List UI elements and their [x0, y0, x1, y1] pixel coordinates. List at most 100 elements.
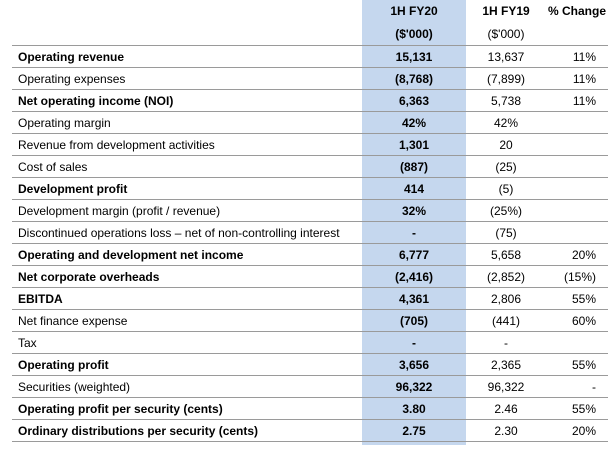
row-change-value: 20% — [546, 243, 608, 266]
row-current-value: 32% — [362, 199, 466, 222]
financial-summary-table-wrap: 1H FY20 1H FY19 % Change ($'000) ($'000)… — [12, 0, 608, 445]
row-change-value — [546, 221, 608, 244]
table-row: Net operating income (NOI) 6,363 5,738 11% — [12, 89, 608, 112]
header-row: 1H FY20 1H FY19 % Change — [12, 0, 608, 22]
row-prior-value: (441) — [466, 309, 546, 332]
table-row: Development margin (profit / revenue) 32%… — [12, 199, 608, 222]
row-current-value: - — [362, 331, 466, 354]
header-label-cell — [12, 0, 362, 22]
header-change: % Change — [547, 4, 606, 18]
row-current-value: 6,777 — [362, 243, 466, 266]
row-label: Securities (weighted) — [12, 375, 362, 398]
row-prior-value: (7,899) — [466, 67, 546, 90]
row-label: Operating margin — [12, 111, 362, 134]
table-row: Ordinary distributions per security (cen… — [12, 419, 608, 442]
financial-summary-table: 1H FY20 1H FY19 % Change ($'000) ($'000)… — [12, 0, 608, 442]
row-change-value: 55% — [546, 397, 608, 420]
row-label: Net operating income (NOI) — [12, 89, 362, 112]
row-label: Net corporate overheads — [12, 265, 362, 288]
table-row: Tax - - — [12, 331, 608, 354]
row-current-value: 6,363 — [362, 89, 466, 112]
row-label: Operating profit — [12, 353, 362, 376]
row-prior-value: 2,806 — [466, 287, 546, 310]
row-label: Ordinary distributions per security (cen… — [12, 419, 362, 442]
row-change-value: 11% — [546, 67, 608, 90]
row-prior-value: 96,322 — [466, 375, 546, 398]
row-prior-value: (75) — [466, 221, 546, 244]
table-row: Cost of sales (887) (25) — [12, 155, 608, 178]
row-current-value: 3,656 — [362, 353, 466, 376]
table-row: Revenue from development activities 1,301… — [12, 133, 608, 156]
row-current-value: (705) — [362, 309, 466, 332]
row-current-value: (2,416) — [362, 265, 466, 288]
row-label: Operating and development net income — [12, 243, 362, 266]
row-change-value — [546, 133, 608, 156]
row-change-value: - — [546, 375, 608, 398]
row-current-value: 414 — [362, 177, 466, 200]
row-prior-value: - — [466, 331, 546, 354]
row-change-value — [546, 331, 608, 354]
row-current-value: 1,301 — [362, 133, 466, 156]
row-change-value — [546, 199, 608, 222]
row-label: Development margin (profit / revenue) — [12, 199, 362, 222]
row-change-value: 55% — [546, 287, 608, 310]
row-change-value: 11% — [546, 89, 608, 112]
header-current-period: 1H FY20 — [390, 4, 438, 18]
row-prior-value: 20 — [466, 133, 546, 156]
row-label: Revenue from development activities — [12, 133, 362, 156]
header-unit-row: ($'000) ($'000) — [12, 22, 608, 46]
row-label: Operating profit per security (cents) — [12, 397, 362, 420]
row-current-value: 96,322 — [362, 375, 466, 398]
row-change-value — [546, 177, 608, 200]
header-change-unit-cell — [546, 22, 608, 46]
row-label: Discontinued operations loss – net of no… — [12, 221, 362, 244]
row-prior-value: 42% — [466, 111, 546, 134]
row-prior-value: 2,365 — [466, 353, 546, 376]
row-change-value: 55% — [546, 353, 608, 376]
row-prior-value: (2,852) — [466, 265, 546, 288]
table-row: Operating revenue 15,131 13,637 11% — [12, 45, 608, 68]
row-prior-value: 5,658 — [466, 243, 546, 266]
table-body: Operating revenue 15,131 13,637 11% Operatin… — [12, 45, 608, 442]
row-prior-value: (25) — [466, 155, 546, 178]
row-current-value: 42% — [362, 111, 466, 134]
table-row: Development profit 414 (5) — [12, 177, 608, 200]
row-change-value: 11% — [546, 45, 608, 68]
row-change-value — [546, 111, 608, 134]
row-change-value: 60% — [546, 309, 608, 332]
row-prior-value: 2.30 — [466, 419, 546, 442]
row-label: Development profit — [12, 177, 362, 200]
row-current-value: 2.75 — [362, 419, 466, 442]
row-label: Net finance expense — [12, 309, 362, 332]
table-row: Discontinued operations loss – net of no… — [12, 221, 608, 244]
row-change-value — [546, 155, 608, 178]
header-prior-unit: ($'000) — [487, 26, 525, 41]
header-current-unit: ($'000) — [395, 26, 433, 41]
header-prior-period: 1H FY19 — [482, 4, 530, 18]
row-prior-value: 5,738 — [466, 89, 546, 112]
row-label: Operating revenue — [12, 45, 362, 68]
row-prior-value: (25%) — [466, 199, 546, 222]
row-prior-value: (5) — [466, 177, 546, 200]
table-row: Net finance expense (705) (441) 60% — [12, 309, 608, 332]
table-row: Operating margin 42% 42% — [12, 111, 608, 134]
row-label: Cost of sales — [12, 155, 362, 178]
row-change-value: (15%) — [546, 265, 608, 288]
row-label: Tax — [12, 331, 362, 354]
row-current-value: 15,131 — [362, 45, 466, 68]
row-prior-value: 2.46 — [466, 397, 546, 420]
table-row: Operating profit 3,656 2,365 55% — [12, 353, 608, 376]
row-current-value: - — [362, 221, 466, 244]
row-current-value: (8,768) — [362, 67, 466, 90]
table-row: Net corporate overheads (2,416) (2,852) (15… — [12, 265, 608, 288]
row-label: Operating expenses — [12, 67, 362, 90]
header-unit-label-cell — [12, 22, 362, 46]
row-current-value: 4,361 — [362, 287, 466, 310]
table-row: Operating expenses (8,768) (7,899) 11% — [12, 67, 608, 90]
row-label: EBITDA — [12, 287, 362, 310]
row-current-value: 3.80 — [362, 397, 466, 420]
row-change-value: 20% — [546, 419, 608, 442]
table-row: Operating and development net income 6,77… — [12, 243, 608, 266]
table-row: Operating profit per security (cents) 3.8… — [12, 397, 608, 420]
row-prior-value: 13,637 — [466, 45, 546, 68]
